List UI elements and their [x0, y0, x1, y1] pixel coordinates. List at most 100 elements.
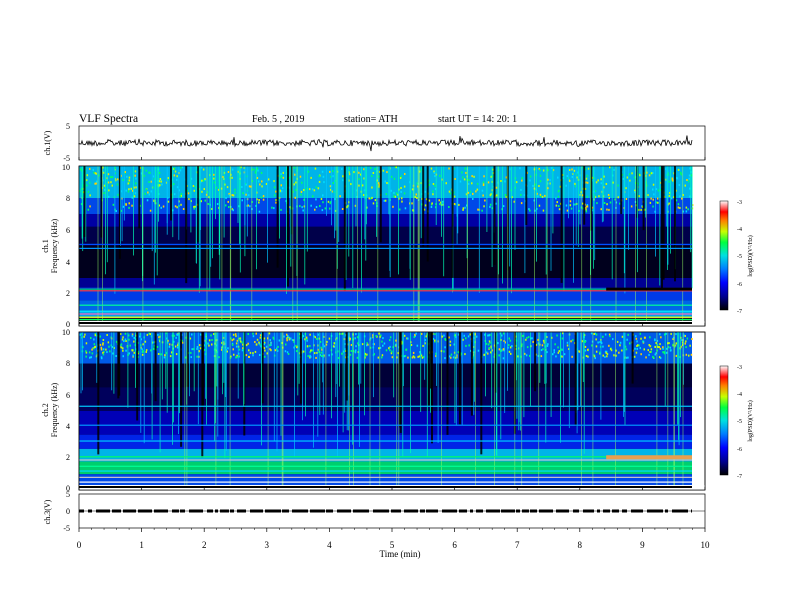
- spec-speckle: [133, 195, 136, 198]
- spec-speckle: [440, 201, 442, 204]
- ch1-ylabel: ch.1(V): [43, 130, 52, 155]
- spec-speckle: [251, 180, 253, 183]
- spec-speckle: [538, 185, 540, 187]
- spec-speckle: [521, 179, 523, 182]
- spec-line: [369, 332, 371, 490]
- spec-speckle: [352, 338, 354, 341]
- spec-sferic: [443, 166, 445, 277]
- spec-speckle: [605, 350, 608, 353]
- spec-speckle: [382, 169, 385, 172]
- spec-speckle: [384, 180, 386, 183]
- spec-speckle: [563, 353, 566, 356]
- spec-speckle: [120, 174, 122, 177]
- spec-speckle: [286, 337, 288, 340]
- spec-speckle: [465, 171, 467, 174]
- spec-speckle: [625, 198, 628, 200]
- spec-speckle: [654, 353, 656, 356]
- spec-speckle: [350, 344, 353, 346]
- spec-speckle: [151, 186, 154, 189]
- spec-speckle: [525, 338, 527, 341]
- spec-speckle: [355, 345, 357, 348]
- spec-speckle: [122, 355, 124, 358]
- spec-speckle: [489, 333, 491, 336]
- spec-speckle: [122, 349, 124, 352]
- spec-tone-line: [79, 424, 692, 426]
- spec-speckle: [401, 200, 403, 203]
- spec-tone-line: [79, 319, 692, 321]
- spec-speckle: [615, 354, 617, 357]
- ch1-waveform-panel: 5 -5 ch.1(V): [43, 122, 706, 163]
- spec-sferic: [600, 332, 602, 420]
- spec-speckle: [227, 347, 229, 350]
- spec-speckle: [145, 169, 148, 172]
- spec-speckle: [655, 188, 658, 191]
- spec-speckle: [196, 171, 198, 174]
- spec-speckle: [362, 194, 365, 197]
- spec-sferic: [223, 332, 225, 383]
- spec-speckle: [193, 189, 195, 192]
- spec-speckle: [585, 206, 587, 209]
- spec-speckle: [680, 171, 682, 174]
- spec-speckle: [448, 190, 451, 193]
- spec-speckle: [321, 170, 324, 173]
- spec-speckle: [193, 205, 195, 208]
- spec-speckle: [273, 337, 275, 340]
- spec-speckle: [80, 333, 83, 336]
- spec-speckle: [273, 180, 275, 183]
- spec-speckle: [124, 338, 127, 341]
- spec-speckle: [591, 179, 594, 182]
- spec-sferic: [193, 332, 195, 392]
- spec-speckle: [125, 203, 127, 206]
- spec-sferic: [458, 332, 461, 425]
- spec-speckle: [158, 336, 160, 339]
- spec-speckle: [469, 194, 471, 197]
- spec-speckle: [530, 337, 532, 340]
- spec-speckle: [208, 196, 210, 199]
- spec-speckle: [371, 186, 373, 189]
- spec-line: [229, 332, 231, 490]
- spec-speckle: [313, 189, 316, 192]
- spec-speckle: [124, 172, 126, 175]
- spec-speckle: [488, 347, 490, 350]
- spec-sferic: [361, 166, 362, 293]
- spec-speckle: [203, 188, 205, 190]
- spec-speckle: [666, 347, 668, 350]
- spec-sferic: [290, 166, 292, 267]
- spec-speckle: [393, 177, 396, 180]
- spec-speckle: [555, 204, 558, 207]
- spec-speckle: [507, 344, 510, 347]
- spec-line: [282, 332, 284, 490]
- spec-sferic: [142, 166, 143, 282]
- spec-speckle: [549, 179, 551, 182]
- spec-speckle: [524, 352, 526, 355]
- spec-sferic: [322, 332, 324, 415]
- spec-sferic: [500, 332, 502, 440]
- spec-speckle: [331, 190, 333, 193]
- spec-speckle: [602, 345, 604, 348]
- spec-speckle: [199, 347, 202, 350]
- spec-speckle: [127, 190, 130, 193]
- spec-speckle: [237, 352, 240, 355]
- spec-speckle: [235, 342, 238, 345]
- spec-speckle: [476, 188, 479, 191]
- spec-speckle: [241, 341, 243, 344]
- spec-speckle: [656, 197, 659, 200]
- spec-speckle: [215, 344, 218, 347]
- spec-sferic: [322, 332, 324, 383]
- spec-speckle: [625, 356, 628, 359]
- spec-speckle: [301, 181, 303, 184]
- spec-speckle: [361, 184, 364, 187]
- spec-speckle: [236, 339, 239, 342]
- spec-sferic: [426, 332, 428, 458]
- spec-tone-line: [79, 313, 692, 315]
- spec-speckle: [520, 202, 523, 205]
- spec-speckle: [95, 172, 97, 175]
- spec-sferic: [114, 166, 116, 294]
- spec-speckle: [302, 350, 305, 353]
- spec-sferic: [261, 332, 262, 446]
- spec-speckle: [321, 355, 323, 357]
- spec-speckle: [386, 171, 388, 174]
- spec-speckle: [509, 339, 512, 342]
- spec-speckle: [241, 186, 243, 188]
